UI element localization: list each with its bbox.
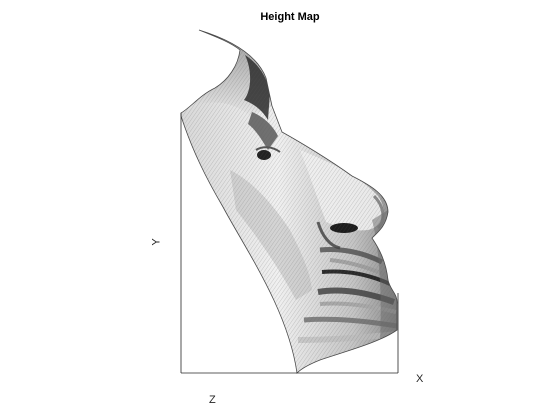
z-axis-label: Z: [209, 394, 216, 406]
y-axis-label: Y: [150, 238, 163, 246]
axis-box: [180, 113, 399, 374]
chart-title: Height Map: [260, 11, 320, 23]
surface-mesh: [180, 29, 398, 374]
x-axis-label: X: [416, 373, 424, 385]
